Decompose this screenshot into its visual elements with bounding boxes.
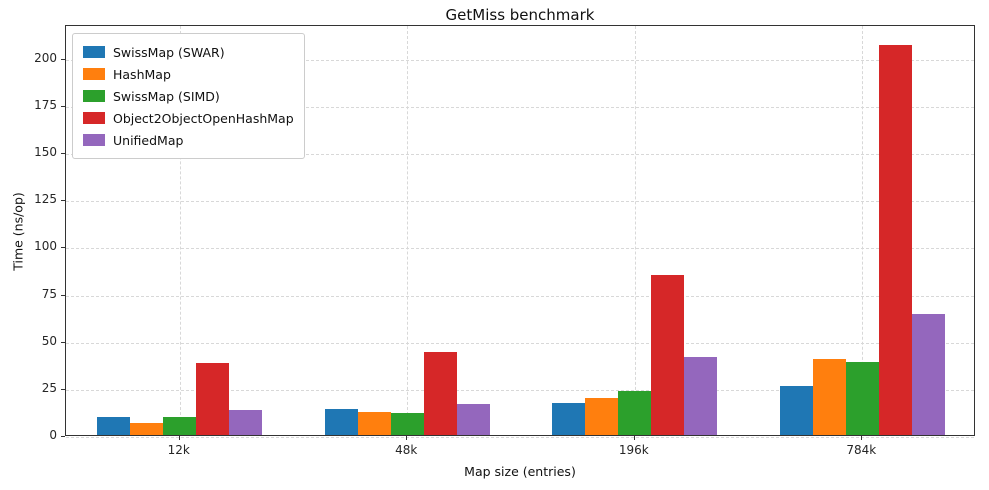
x-tick-mark [633, 436, 635, 440]
legend-row: UnifiedMap [83, 129, 294, 151]
y-tick-label: 25 [41, 380, 57, 395]
bar-196k-series-3 [651, 275, 685, 435]
legend-label: SwissMap (SIMD) [113, 88, 220, 104]
gridline-horizontal [66, 295, 974, 297]
x-axis-label: Map size (entries) [464, 464, 576, 479]
gridline-horizontal [66, 248, 974, 250]
bar-196k-series-1 [585, 398, 619, 435]
legend-swatch-2 [83, 90, 105, 102]
gridline-vertical [634, 26, 636, 435]
gridline-vertical [407, 26, 409, 435]
bar-784k-series-1 [812, 358, 846, 435]
bar-48k-series-0 [324, 409, 358, 435]
gridline-vertical [862, 26, 864, 435]
y-tick-mark [61, 388, 65, 390]
y-tick-mark [61, 58, 65, 60]
y-tick-mark [61, 294, 65, 296]
y-tick-label: 0 [49, 428, 57, 442]
y-tick-mark [61, 200, 65, 202]
legend-swatch-0 [83, 46, 105, 58]
y-tick-label: 50 [41, 333, 57, 348]
legend-row: SwissMap (SWAR) [83, 41, 294, 63]
legend-row: SwissMap (SIMD) [83, 85, 294, 107]
bar-48k-series-1 [357, 411, 391, 435]
legend-label: SwissMap (SWAR) [113, 44, 225, 60]
gridline-horizontal [66, 107, 974, 109]
bar-12k-series-3 [196, 363, 230, 435]
bar-48k-series-2 [390, 412, 424, 435]
bar-12k-series-2 [163, 416, 197, 435]
gridline-horizontal [66, 342, 974, 344]
gridline-horizontal [66, 437, 974, 438]
bar-784k-series-2 [845, 361, 879, 435]
y-tick-label: 75 [41, 286, 57, 301]
x-tick-mark [406, 436, 408, 440]
x-tick-label: 48k [395, 443, 418, 457]
y-tick-label: 150 [34, 145, 57, 160]
gridline-vertical [179, 26, 181, 435]
x-tick-label: 12k [167, 443, 190, 457]
gridline-horizontal [66, 389, 974, 391]
chart-title: GetMiss benchmark [445, 6, 595, 24]
gridline-horizontal [66, 59, 974, 61]
y-tick-label: 125 [34, 192, 57, 207]
y-tick-mark [61, 153, 65, 155]
y-tick-mark [61, 106, 65, 108]
bar-48k-series-4 [456, 403, 490, 435]
gridline-horizontal [66, 201, 974, 203]
bar-196k-series-4 [684, 356, 718, 435]
gridline-horizontal [66, 154, 974, 156]
bar-12k-series-0 [97, 416, 131, 435]
legend-row: Object2ObjectOpenHashMap [83, 107, 294, 129]
legend-swatch-4 [83, 134, 105, 146]
legend-label: HashMap [113, 66, 171, 82]
y-tick-label: 200 [34, 50, 57, 65]
y-tick-label: 175 [34, 98, 57, 113]
x-tick-mark [861, 436, 863, 440]
y-tick-mark [61, 247, 65, 249]
bar-784k-series-3 [878, 44, 912, 435]
bar-196k-series-2 [618, 390, 652, 435]
y-tick-mark [61, 341, 65, 343]
bar-784k-series-4 [911, 313, 945, 435]
legend-label: Object2ObjectOpenHashMap [113, 110, 294, 126]
x-tick-label: 784k [846, 443, 877, 457]
bar-784k-series-0 [779, 385, 813, 435]
x-tick-mark [178, 436, 180, 440]
legend: SwissMap (SWAR) HashMap SwissMap (SIMD) Obj… [72, 33, 305, 159]
legend-label: UnifiedMap [113, 132, 184, 148]
legend-row: HashMap [83, 63, 294, 85]
bar-12k-series-4 [229, 409, 263, 435]
legend-swatch-3 [83, 112, 105, 124]
x-tick-label: 196k [618, 443, 649, 457]
bar-196k-series-0 [552, 402, 586, 435]
bar-12k-series-1 [130, 422, 164, 435]
y-tick-label: 100 [34, 239, 57, 254]
bar-48k-series-3 [423, 351, 457, 435]
y-tick-mark [61, 436, 65, 437]
legend-swatch-1 [83, 68, 105, 80]
